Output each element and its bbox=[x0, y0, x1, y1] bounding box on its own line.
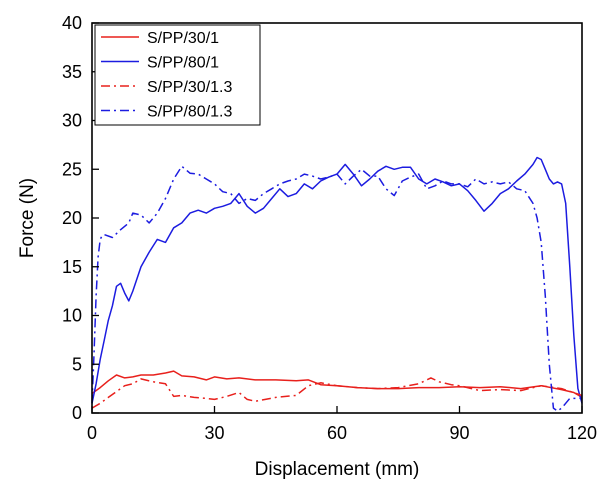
series-line-4 bbox=[91, 165, 582, 412]
legend-label: S/PP/80/1.3 bbox=[147, 104, 232, 121]
legend: S/PP/30/1 S/PP/80/1 S/PP/30/1.3 S/PP/80/1.3 bbox=[94, 24, 261, 126]
x-tick-label: 60 bbox=[327, 423, 347, 443]
x-tick-label: 120 bbox=[567, 423, 597, 443]
y-tick-label: 10 bbox=[62, 306, 82, 326]
legend-label: S/PP/30/1.3 bbox=[147, 79, 232, 96]
y-axis-title: Force (N) bbox=[17, 178, 38, 258]
y-tick-label: 15 bbox=[62, 257, 82, 277]
y-tick-label: 30 bbox=[62, 111, 82, 131]
tick-layer: 0 30 60 90 120 0 5 10 15 20 25 30 35 40 bbox=[62, 13, 597, 443]
y-tick-label: 35 bbox=[62, 62, 82, 82]
series-layer bbox=[91, 156, 583, 412]
series-line-3 bbox=[91, 377, 583, 409]
series-line-2 bbox=[91, 156, 583, 404]
x-tick-label: 90 bbox=[449, 423, 469, 443]
y-tick-label: 25 bbox=[62, 159, 82, 179]
x-tick-label: 0 bbox=[87, 423, 97, 443]
y-tick-label: 40 bbox=[62, 13, 82, 33]
y-tick-label: 5 bbox=[72, 354, 82, 374]
legend-label: S/PP/80/1 bbox=[147, 55, 219, 72]
y-tick-label: 0 bbox=[72, 403, 82, 423]
legend-box bbox=[94, 24, 261, 126]
legend-label: S/PP/30/1 bbox=[147, 30, 219, 47]
series-line-1 bbox=[91, 370, 583, 399]
x-tick-label: 30 bbox=[204, 423, 224, 443]
y-tick-label: 20 bbox=[62, 208, 82, 228]
x-axis-title: Displacement (mm) bbox=[255, 459, 420, 480]
